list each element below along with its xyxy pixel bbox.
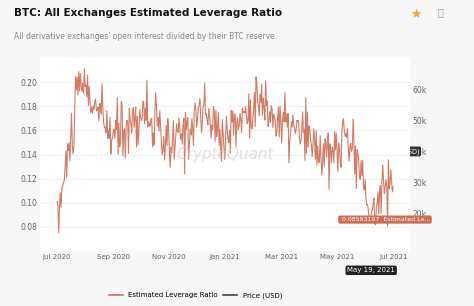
Text: ★: ★ — [410, 8, 421, 21]
Text: All derivative exchanges' open interest divided by their BTC reserve.: All derivative exchanges' open interest … — [14, 32, 277, 41]
Legend: Estimated Leverage Ratio, Price (USD): Estimated Leverage Ratio, Price (USD) — [106, 289, 285, 301]
Text: 36.70054k  Price (USD): 36.70054k Price (USD) — [340, 148, 419, 155]
Text: May 19, 2021: May 19, 2021 — [347, 267, 395, 273]
Text: BTC: All Exchanges Estimated Leverage Ratio: BTC: All Exchanges Estimated Leverage Ra… — [14, 8, 283, 18]
Text: 🔔: 🔔 — [437, 8, 443, 18]
Text: CryptoQuant: CryptoQuant — [176, 147, 274, 162]
Text: 0.08593197  Estimated Le...: 0.08593197 Estimated Le... — [340, 217, 430, 222]
